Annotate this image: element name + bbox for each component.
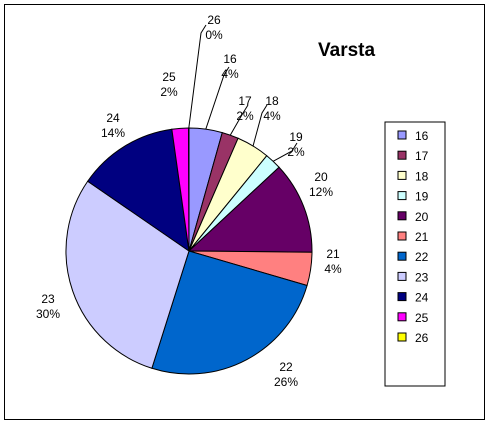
legend-swatch-18 (397, 170, 407, 180)
pie-slice-24 (86, 128, 190, 253)
slice-category-label-17: 17 (238, 94, 252, 108)
legend-swatch-26 (397, 332, 407, 342)
slice-percent-label-17: 2% (236, 109, 254, 123)
pie-slice-23 (65, 180, 190, 369)
slice-percent-label-23: 30% (36, 307, 60, 321)
slice-category-label-18: 18 (265, 94, 279, 108)
legend-box (384, 121, 446, 387)
legend-label-17: 17 (415, 149, 429, 163)
leader-line-19 (272, 142, 298, 162)
legend-label-23: 23 (415, 270, 429, 284)
slice-percent-label-26: 0% (205, 28, 223, 42)
slice-percent-label-16: 4% (221, 67, 239, 81)
slice-category-label-23: 23 (41, 292, 55, 306)
slice-percent-label-18: 4% (263, 109, 281, 123)
pie-slice-20 (187, 166, 313, 253)
legend-label-19: 19 (415, 190, 429, 204)
legend-label-16: 16 (415, 129, 429, 143)
legend-label-20: 20 (415, 210, 429, 224)
legend-swatch-16 (397, 130, 407, 140)
legend-swatch-17 (397, 150, 407, 160)
legend-swatch-21 (397, 231, 407, 241)
legend-swatch-23 (397, 271, 407, 281)
chart-title: Varsta (318, 40, 375, 61)
pie-chart: Varsta 164%172%184%192%2012%214%2226%233… (36, 13, 446, 389)
legend-swatch-22 (397, 251, 407, 261)
slice-category-label-24: 24 (106, 111, 120, 125)
slice-category-label-22: 22 (279, 360, 293, 374)
slice-category-label-25: 25 (162, 70, 176, 84)
leader-line-26 (188, 24, 207, 129)
legend-swatch-20 (397, 211, 407, 221)
slice-category-label-21: 21 (326, 247, 340, 261)
legend-swatch-25 (397, 312, 407, 322)
chart-frame: Varsta 16 4% 17 2% 18 4% 19 2% 20 12% 21 4% 22 26% 23 3… (4, 4, 485, 420)
legend-label-25: 25 (415, 311, 429, 325)
pie-slice-22 (151, 250, 308, 375)
leader-line-18 (252, 104, 268, 147)
legend-label-24: 24 (415, 291, 429, 305)
slice-percent-label-21: 4% (324, 262, 342, 276)
leader-line-17 (229, 104, 249, 136)
slice-percent-label-25: 2% (160, 85, 178, 99)
slice-percent-label-24: 14% (101, 126, 125, 140)
legend-label-22: 22 (415, 250, 429, 264)
legend-swatch-24 (397, 292, 407, 302)
slice-category-label-16: 16 (223, 52, 237, 66)
legend-swatch-19 (397, 191, 407, 201)
slice-percent-label-19: 2% (287, 145, 305, 159)
legend-label-18: 18 (415, 169, 429, 183)
leader-line-16 (205, 66, 230, 130)
legend-label-21: 21 (415, 230, 429, 244)
slice-category-label-26: 26 (207, 13, 221, 27)
slice-percent-label-20: 12% (309, 185, 333, 199)
slice-category-label-19: 19 (289, 130, 303, 144)
legend-label-26: 26 (415, 331, 429, 345)
slice-category-label-20: 20 (314, 170, 328, 184)
slice-percent-label-22: 26% (274, 375, 298, 389)
